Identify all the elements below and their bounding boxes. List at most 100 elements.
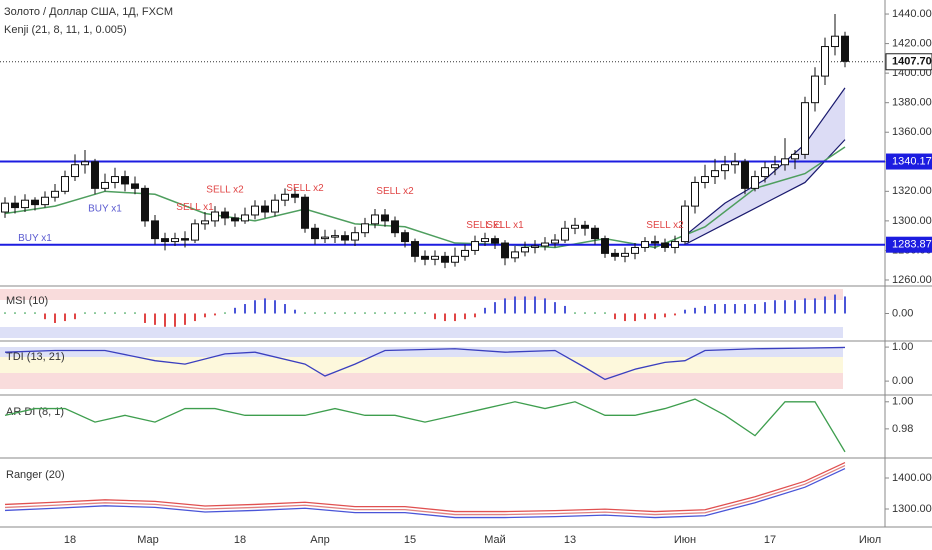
y-tick-label: 1400.00: [892, 472, 932, 484]
tdi-upper-zone: [0, 347, 843, 357]
candle-body: [631, 246, 639, 254]
level-tag: [886, 153, 932, 170]
bar: [834, 294, 836, 314]
signal-label: SELL x1: [176, 202, 214, 213]
lower-band: [684, 139, 846, 246]
candle-body: [471, 241, 479, 251]
bar: [554, 302, 556, 314]
x-tick-label: 18: [64, 534, 76, 546]
signal-label: SELL x2: [646, 220, 684, 231]
candle-body: [71, 164, 79, 178]
last-price-label: 1407.70: [892, 56, 932, 68]
bar: [184, 313, 186, 325]
bar: [594, 312, 596, 314]
bar: [654, 313, 656, 320]
indicator-label: Kenji (21, 8, 11, 1, 0.005): [4, 24, 127, 36]
candle-body: [431, 255, 439, 260]
bar: [784, 300, 786, 314]
candle-body: [311, 227, 319, 240]
bar: [774, 300, 776, 314]
x-tick-label: Июн: [674, 534, 696, 546]
candle-body: [171, 238, 179, 243]
bar: [134, 312, 136, 314]
bar: [494, 302, 496, 314]
candle-body: [661, 242, 669, 248]
candle-body: [301, 196, 309, 229]
y-tick-label: 1320.00: [892, 185, 932, 197]
x-tick-label: 13: [564, 534, 576, 546]
candle-body: [261, 205, 269, 213]
bar: [294, 309, 296, 314]
candle-body: [231, 217, 239, 222]
level-label: 1283.87: [892, 239, 932, 251]
bar: [24, 312, 26, 314]
candle-body: [671, 241, 679, 248]
candle-body: [391, 220, 399, 234]
separators: [0, 0, 932, 528]
y-tick-label: 1260.00: [892, 274, 932, 286]
bar: [194, 313, 196, 322]
bar: [544, 298, 546, 314]
bar: [694, 307, 696, 314]
candle-body: [51, 190, 59, 198]
candle-body: [201, 220, 209, 225]
bar: [744, 304, 746, 314]
candle-body: [731, 161, 739, 166]
y-tick-label: 0.00: [892, 307, 913, 319]
candle-body: [791, 153, 799, 160]
signal-label: SELL x2: [376, 186, 414, 197]
bar: [764, 302, 766, 314]
bar: [144, 313, 146, 323]
candle-body: [841, 35, 849, 62]
signal-label: BUY x1: [18, 233, 52, 244]
bar: [714, 304, 716, 314]
candle-body: [401, 232, 409, 243]
candle-body: [61, 176, 69, 192]
y-tick-label: 1440.00: [892, 8, 932, 20]
x-tick-label: Май: [484, 534, 506, 546]
bar: [444, 313, 446, 322]
y-tick-label: 1300.00: [892, 503, 932, 515]
signal-label: SELL x1: [466, 220, 504, 231]
band-fill: [685, 87, 845, 245]
level-label: 1340.17: [892, 155, 932, 167]
candle-body: [41, 196, 49, 206]
bar: [604, 312, 606, 314]
indicator-line: [4, 464, 846, 516]
candle-body: [221, 211, 229, 219]
candle-body: [761, 167, 769, 178]
candle-body: [111, 176, 119, 183]
bar: [434, 313, 436, 320]
candle-body: [781, 158, 789, 166]
candle-body: [31, 199, 39, 206]
candle-body: [321, 236, 329, 240]
bar: [364, 312, 366, 314]
candle-body: [561, 227, 569, 241]
candle-body: [581, 224, 589, 229]
candle-body: [411, 241, 419, 257]
candle-body: [341, 235, 349, 241]
x-tick-label: 15: [404, 534, 416, 546]
candle-body: [491, 238, 499, 244]
y-tick-label: 1.00: [892, 396, 913, 408]
bar: [794, 300, 796, 314]
bar: [44, 313, 46, 320]
panel-title: MSI (10): [6, 295, 48, 307]
candle-body: [711, 170, 719, 178]
candle-body: [241, 214, 249, 222]
candle-body: [591, 227, 599, 240]
bar: [534, 296, 536, 314]
x-tick-label: Апр: [310, 534, 329, 546]
tdi-mid-zone: [0, 357, 843, 373]
candle-body: [451, 255, 459, 263]
bar: [804, 298, 806, 314]
candle-body: [701, 176, 709, 183]
bar: [684, 309, 686, 314]
bar: [464, 313, 466, 320]
indicator-line: [4, 467, 846, 519]
x-tick-label: 17: [764, 534, 776, 546]
chart-title: Золото / Доллар США, 1Д, FXCM: [4, 6, 173, 18]
candle-body: [271, 199, 279, 213]
candle-body: [641, 241, 649, 248]
bar: [394, 312, 396, 314]
